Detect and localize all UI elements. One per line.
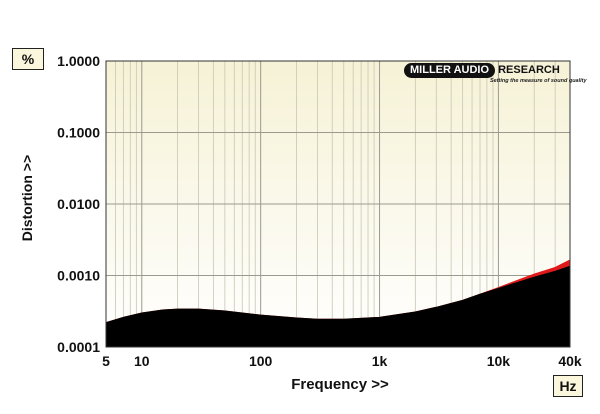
y-axis-label: Distortion >>: [19, 154, 35, 242]
logo-part-1: MILLER AUDIO: [404, 63, 496, 78]
x-axis-label: Frequency >>: [291, 376, 389, 393]
x-tick-label: 10: [134, 353, 150, 369]
brand-logo: MILLER AUDIO RESEARCH Setting the measur…: [404, 63, 587, 89]
plot-frame: [105, 60, 571, 348]
x-tick-label: 5: [102, 353, 110, 369]
series-area-2: [105, 265, 571, 348]
x-tick-label: 1k: [372, 353, 388, 369]
y-tick-label: 0.1000: [57, 125, 100, 141]
logo-tagline: Setting the measure of sound quality: [490, 78, 587, 84]
y-tick-label: 1.0000: [57, 53, 100, 69]
logo-part-2: RESEARCH: [498, 64, 560, 76]
y-tick-label: 0.0001: [57, 339, 100, 355]
x-tick-label: 40k: [558, 353, 582, 369]
y-tick-label: 0.0100: [57, 196, 100, 212]
series-areas: [105, 259, 571, 348]
logo-wordmark: MILLER AUDIO RESEARCH: [404, 63, 568, 78]
y-unit-label: %: [12, 48, 44, 70]
x-tick-label: 10k: [487, 353, 511, 369]
x-unit-label: Hz: [553, 375, 583, 397]
x-tick-label: 100: [249, 353, 273, 369]
y-tick-label: 0.0010: [57, 268, 100, 284]
